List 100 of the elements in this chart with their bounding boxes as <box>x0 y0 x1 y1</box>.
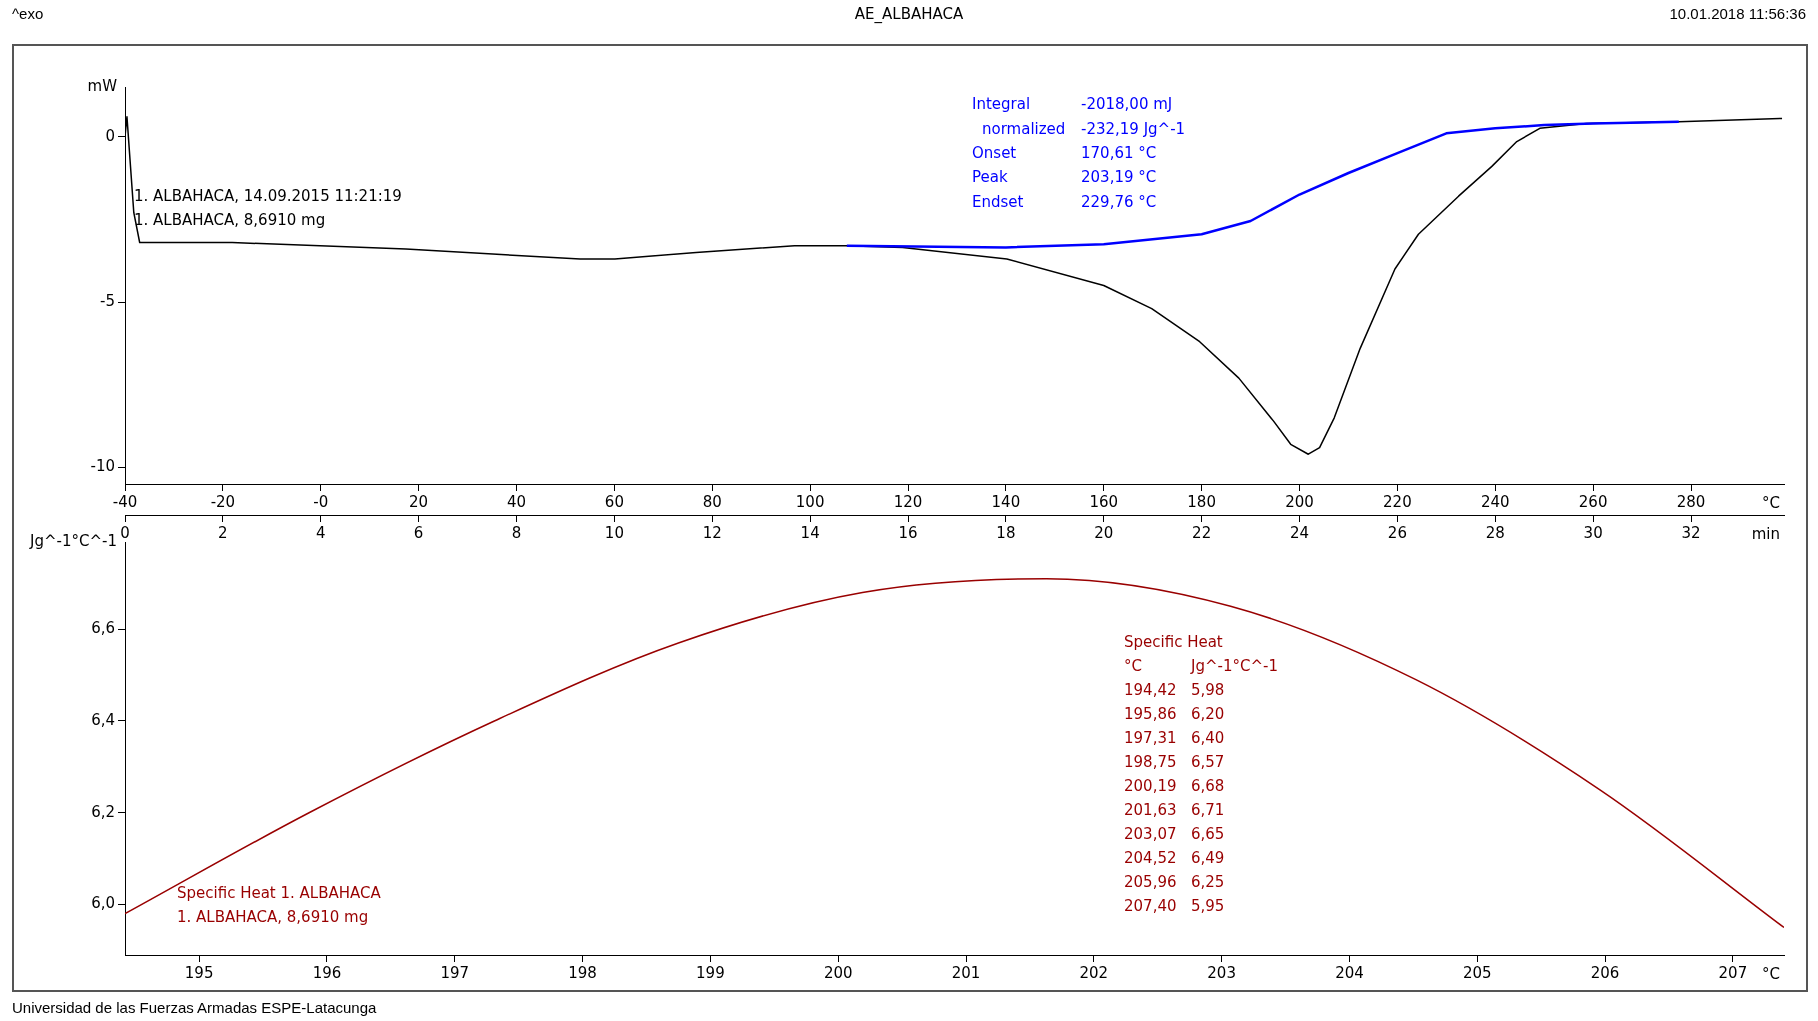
annotation: 203,19 °C <box>1081 167 1157 187</box>
x-tick-label: 198 <box>568 963 597 982</box>
x-tick-label: -0 <box>313 492 329 511</box>
annotation: 6,25 <box>1191 872 1225 892</box>
x-tick-label: 60 <box>604 492 624 511</box>
annotation: 1. ALBAHACA, 14.09.2015 11:21:19 <box>134 186 402 206</box>
annotation: 170,61 °C <box>1081 143 1157 163</box>
x-tick-label: 197 <box>440 963 470 982</box>
x2-tick-label: 22 <box>1192 523 1212 542</box>
x-tick-label: 200 <box>823 963 853 982</box>
x-tick-label: 207 <box>1718 963 1748 982</box>
x-tick-label: 196 <box>312 963 342 982</box>
annotation: °C <box>1124 656 1142 676</box>
x-tick-label: 260 <box>1578 492 1608 511</box>
y-tick-label: 6,4 <box>91 710 115 729</box>
x2-tick-label: 32 <box>1681 523 1701 542</box>
y-tick-label: 6,2 <box>91 802 115 821</box>
x-tick-label: 200 <box>1285 492 1314 511</box>
annotation: 6,65 <box>1191 824 1225 844</box>
annotation: 6,68 <box>1191 776 1225 796</box>
x-tick-label: 20 <box>409 492 429 511</box>
x2-tick-label: 16 <box>898 523 918 542</box>
x2-tick-label: 4 <box>315 523 326 542</box>
x2-tick-label: 28 <box>1485 523 1505 542</box>
x-axis-title: °C <box>1762 493 1780 512</box>
x2-tick-label: 20 <box>1094 523 1114 542</box>
x2-tick-label: 6 <box>413 523 424 542</box>
x-tick-label: 80 <box>702 492 722 511</box>
annotation: 6,20 <box>1191 704 1225 724</box>
text: Universidad de las Fuerzas Armadas ESPE-Latacunga <box>12 998 377 1018</box>
annotation: Specific Heat 1. ALBAHACA <box>177 883 381 903</box>
x-tick-label: 160 <box>1089 492 1119 511</box>
line-series <box>125 577 1784 929</box>
x-tick-label: 220 <box>1383 492 1412 511</box>
annotation: Peak <box>972 167 1008 187</box>
x2-axis-title: min <box>1751 524 1780 543</box>
y-tick-label: 6,6 <box>91 619 115 638</box>
x-tick-label: 240 <box>1480 492 1510 511</box>
x-tick-label: 100 <box>795 492 825 511</box>
annotation: normalized <box>982 119 1066 139</box>
annotation: 195,86 <box>1124 704 1177 724</box>
x-tick-label: 140 <box>991 492 1021 511</box>
annotation: Onset <box>972 143 1017 163</box>
annotation: -232,19 Jg^-1 <box>1081 119 1186 139</box>
annotation: 207,40 <box>1124 896 1177 916</box>
x-axis-title: °C <box>1762 964 1780 983</box>
y-axis-title: mW <box>87 76 118 95</box>
x2-tick-label: 10 <box>604 523 624 542</box>
x-tick-label: 204 <box>1335 963 1364 982</box>
x2-tick-label: 18 <box>996 523 1016 542</box>
annotation: 6,49 <box>1191 848 1225 868</box>
annotation: 6,40 <box>1191 728 1225 748</box>
annotation: Specific Heat <box>1124 632 1223 652</box>
annotation: 194,42 <box>1124 680 1177 700</box>
x-tick-label: -40 <box>112 492 138 511</box>
annotation: 5,95 <box>1191 896 1225 916</box>
x2-tick-label: 8 <box>511 523 522 542</box>
annotation: 198,75 <box>1124 752 1177 772</box>
annotation: 200,19 <box>1124 776 1177 796</box>
annotation: 229,76 °C <box>1081 192 1157 212</box>
x-tick-label: 180 <box>1187 492 1216 511</box>
x-tick-label: -20 <box>210 492 236 511</box>
annotation: 204,52 <box>1124 848 1177 868</box>
x-tick-label: 202 <box>1079 963 1109 982</box>
annotation: 1. ALBAHACA, 8,6910 mg <box>177 907 369 927</box>
annotation: 6,57 <box>1191 752 1225 772</box>
annotation: 6,71 <box>1191 800 1225 820</box>
annotation: 201,63 <box>1124 800 1177 820</box>
x2-tick-label: 14 <box>800 523 820 542</box>
y-tick-label: -5 <box>100 291 115 310</box>
x2-tick-label: 2 <box>218 523 228 542</box>
y-axis-title: Jg^-1°C^-1 <box>29 531 117 550</box>
y-tick-label: 6,0 <box>91 894 115 913</box>
chart-title: AE_ALBAHACA <box>854 5 964 23</box>
annotation: 197,31 <box>1124 728 1177 748</box>
x-tick-label: 206 <box>1590 963 1620 982</box>
y-tick-label: 0 <box>105 126 115 145</box>
y-tick-label: -10 <box>90 457 115 476</box>
x2-tick-label: 24 <box>1289 523 1310 542</box>
x2-tick-label: 0 <box>120 523 130 542</box>
text: 10.01.2018 11:56:36 <box>1669 4 1806 24</box>
annotation: Integral <box>972 94 1031 114</box>
x-tick-label: 203 <box>1207 963 1236 982</box>
x-tick-label: 195 <box>184 963 214 982</box>
annotation: Endset <box>972 192 1024 212</box>
x2-tick-label: 30 <box>1583 523 1603 542</box>
annotation: 5,98 <box>1191 680 1225 700</box>
x-tick-label: 199 <box>696 963 725 982</box>
annotation: 203,07 <box>1124 824 1177 844</box>
x-tick-label: 205 <box>1462 963 1492 982</box>
x-tick-label: 40 <box>506 492 527 511</box>
text: ^exo <box>12 4 44 24</box>
x2-tick-label: 26 <box>1387 523 1407 542</box>
x-tick-label: 201 <box>951 963 981 982</box>
x-tick-label: 120 <box>893 492 923 511</box>
annotation: 205,96 <box>1124 872 1177 892</box>
annotation: Jg^-1°C^-1 <box>1191 656 1278 676</box>
annotation: 1. ALBAHACA, 8,6910 mg <box>134 210 326 230</box>
x-tick-label: 280 <box>1676 492 1706 511</box>
x2-tick-label: 12 <box>702 523 722 542</box>
